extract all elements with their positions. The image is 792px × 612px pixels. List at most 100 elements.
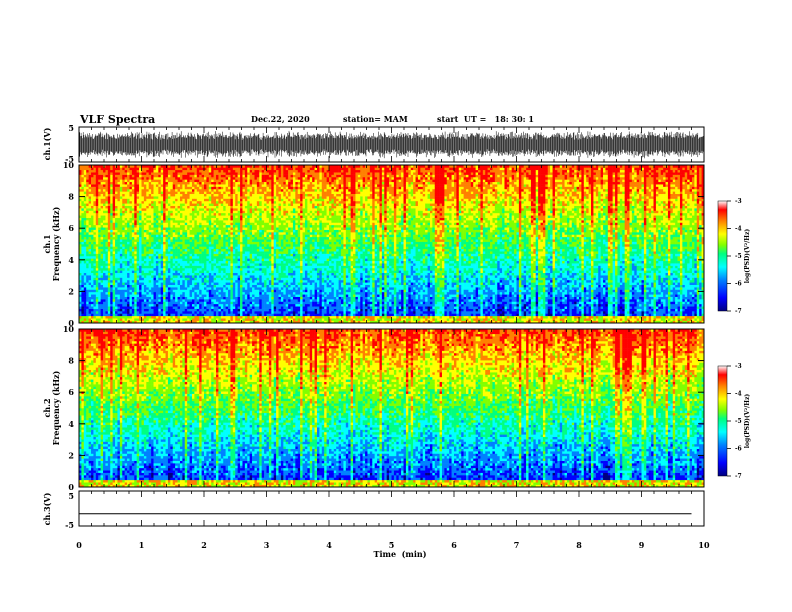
spectrogram-cell — [187, 184, 190, 187]
spectrogram-cell — [175, 282, 178, 285]
spectrogram-cell — [143, 296, 147, 300]
spectrogram-cell — [204, 234, 207, 238]
spectrogram-cell — [206, 311, 210, 314]
spectrogram-cell — [110, 267, 113, 271]
spectrogram-cell — [100, 311, 104, 314]
spectrogram-cell — [127, 253, 130, 257]
spectrogram-cell — [175, 289, 178, 293]
spectrogram-cell — [170, 289, 174, 293]
spectrogram-cell — [179, 289, 183, 293]
spectrogram-cell — [141, 172, 145, 175]
spectrogram-cell — [158, 193, 162, 197]
spectrogram-cell — [228, 232, 231, 235]
spectrogram-cell — [86, 251, 89, 254]
spectrogram-cell — [256, 272, 260, 276]
spectrogram-cell — [175, 208, 178, 211]
spectrogram-cell — [95, 167, 99, 171]
spectrogram-cell — [146, 239, 150, 242]
spectrogram-cell — [117, 315, 121, 319]
spectrogram-cell — [247, 318, 250, 321]
spectrogram-cell — [189, 241, 193, 245]
spectrogram-cell — [252, 210, 255, 214]
spectrogram-cell — [247, 258, 250, 262]
spectrogram-cell — [165, 294, 169, 297]
spectrogram-cell — [148, 191, 152, 195]
spectrogram-cell — [225, 179, 229, 183]
spectrogram-cell — [240, 272, 243, 276]
spectrogram-cell — [155, 311, 159, 314]
spectrogram-cell — [254, 239, 258, 242]
spectrogram-cell — [232, 179, 236, 183]
spectrogram-cell — [232, 167, 236, 171]
spectrogram-cell — [158, 215, 162, 218]
spectrogram-cell — [225, 318, 229, 321]
spectrogram-cell — [167, 217, 171, 221]
spectrogram-cell — [228, 253, 231, 257]
spectrogram-cell — [216, 200, 219, 204]
spectrogram-cell — [117, 212, 121, 216]
spectrogram-cell — [199, 198, 202, 202]
spectrogram-cell — [194, 306, 198, 309]
spectrogram-cell — [216, 220, 219, 223]
spectrogram-cell — [155, 203, 159, 206]
spectrogram-cell — [211, 318, 214, 321]
spectrogram-cell — [119, 294, 123, 297]
spectrogram-cell — [155, 215, 159, 218]
spectrogram-cell — [115, 277, 118, 281]
spectrogram-cell — [139, 265, 142, 269]
spectrogram-cell — [160, 301, 164, 305]
spectrogram-cell — [172, 251, 176, 254]
spectrogram-cell — [216, 289, 219, 293]
spectrogram-cell — [194, 272, 198, 276]
spectrogram-cell — [204, 222, 207, 226]
spectrogram-cell — [244, 248, 248, 252]
spectrogram-cell — [187, 208, 190, 211]
spectrogram-cell — [151, 311, 154, 314]
spectrogram-cell — [103, 224, 106, 228]
spectrogram-cell — [79, 306, 82, 309]
spectrogram-cell — [208, 291, 212, 295]
spectrogram-cell — [247, 251, 250, 254]
spectrogram-cell — [139, 277, 142, 281]
spectrogram-cell — [117, 272, 121, 276]
spectrogram-cell — [151, 306, 154, 309]
spectrogram-cell — [124, 253, 128, 257]
spectrogram-cell — [167, 253, 171, 257]
spectrogram-cell — [252, 299, 255, 302]
spectrogram-cell — [247, 265, 250, 269]
spectrogram-cell — [148, 234, 152, 238]
spectrogram-cell — [148, 181, 152, 185]
spectrogram-cell — [170, 255, 174, 259]
spectrogram-cell — [139, 212, 142, 216]
spectrogram-cell — [240, 229, 243, 233]
spectrogram-cell — [189, 248, 193, 252]
spectrogram-cell — [122, 198, 125, 202]
spectrogram-cell — [119, 296, 123, 300]
spectrogram-cell — [119, 167, 123, 171]
spectrogram-cell — [112, 186, 116, 190]
spectrogram-cell — [119, 272, 123, 276]
spectrogram-cell — [228, 311, 231, 314]
spectrogram-cell — [151, 251, 154, 254]
spectrogram-cell — [177, 220, 181, 223]
spectrogram-cell — [244, 277, 248, 281]
spectrogram-cell — [119, 255, 123, 259]
spectrogram-cell — [170, 212, 174, 216]
spectrogram-cell — [167, 191, 171, 195]
spectrogram-cell — [172, 203, 176, 206]
spectrogram-cell — [228, 301, 231, 305]
spectrogram-cell — [252, 179, 255, 183]
spectrogram-cell — [213, 263, 217, 266]
spectrogram-cell — [143, 172, 147, 175]
spectrogram-cell — [240, 267, 243, 271]
spectrogram-cell — [206, 220, 210, 223]
spectrogram-cell — [196, 227, 200, 230]
spectrogram-cell — [247, 200, 250, 204]
spectrogram-cell — [179, 241, 183, 245]
spectrogram-cell — [98, 165, 101, 168]
spectrogram-cell — [189, 282, 193, 285]
spectrogram-cell — [244, 291, 248, 295]
spectrogram-cell — [117, 200, 121, 204]
spectrogram-cell — [134, 275, 137, 278]
spectrogram-cell — [240, 248, 243, 252]
